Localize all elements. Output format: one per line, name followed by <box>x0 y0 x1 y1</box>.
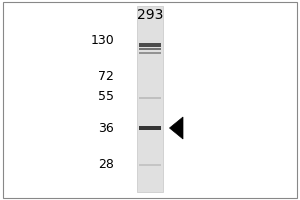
Text: 55: 55 <box>98 90 114 102</box>
Bar <box>139 52 161 54</box>
Text: 130: 130 <box>90 33 114 46</box>
Bar <box>139 43 161 47</box>
Bar <box>137 6 163 192</box>
Text: 28: 28 <box>98 158 114 170</box>
Text: 72: 72 <box>98 70 114 82</box>
Text: 293: 293 <box>137 8 163 22</box>
Polygon shape <box>169 117 183 139</box>
Bar <box>139 48 161 50</box>
Bar <box>139 164 161 166</box>
Bar <box>139 97 161 99</box>
Bar <box>139 126 161 130</box>
Text: 36: 36 <box>98 121 114 134</box>
